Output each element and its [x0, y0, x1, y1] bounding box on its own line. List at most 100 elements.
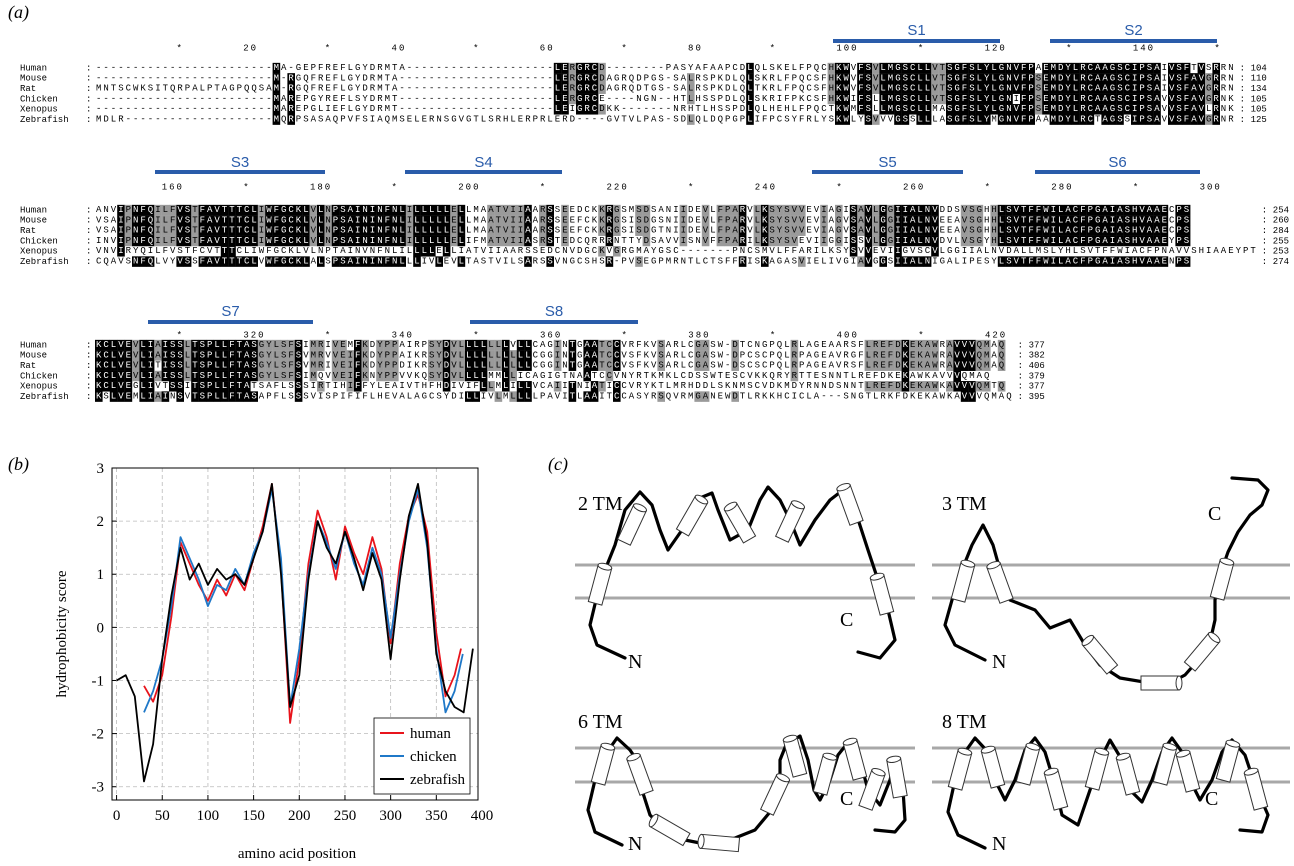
conservation-shade — [132, 256, 140, 267]
residue: L — [481, 340, 486, 350]
conservation-shade — [502, 235, 510, 247]
conservation-shade — [701, 350, 710, 361]
residue: V — [806, 236, 812, 246]
residue: S — [177, 351, 182, 361]
conservation-shade — [997, 225, 1006, 236]
residue: A — [348, 226, 354, 236]
conservation-shade — [864, 225, 873, 236]
conservation-shade — [590, 339, 599, 351]
residue: Y — [436, 361, 442, 371]
conservation-shade — [968, 93, 976, 105]
residue: N — [925, 236, 930, 246]
conservation-shade — [102, 370, 110, 382]
residue: - — [96, 105, 101, 115]
residue: I — [348, 382, 353, 392]
conservation-shade — [886, 83, 895, 94]
segment-label: S3 — [231, 154, 249, 171]
residue: T — [466, 257, 472, 267]
conservation-shade — [198, 360, 207, 371]
conservation-shade — [546, 204, 554, 216]
residue: - — [429, 94, 434, 104]
segment-label: S7 — [221, 303, 239, 320]
residue: - — [103, 74, 108, 84]
conservation-shade — [953, 93, 961, 105]
residue: P — [1028, 74, 1033, 84]
residue: V — [177, 257, 183, 267]
conservation-shade — [1049, 73, 1058, 84]
conservation-shade — [317, 204, 325, 216]
residue: F — [318, 63, 323, 73]
conservation-shade — [117, 370, 125, 382]
conservation-shade — [960, 204, 969, 216]
residue: V — [792, 226, 798, 236]
conservation-shade — [605, 370, 614, 382]
residue: Y — [792, 115, 798, 125]
residue: P — [1139, 63, 1144, 73]
conservation-shade — [428, 246, 436, 257]
conservation-shade — [790, 235, 799, 247]
residue: G — [762, 340, 767, 350]
residue: T — [163, 84, 169, 94]
conservation-shade — [1079, 93, 1087, 105]
conservation-shade — [413, 215, 421, 226]
residue: - — [422, 105, 427, 115]
residue: A — [1043, 115, 1049, 125]
helix — [1043, 767, 1069, 811]
residue: A — [1147, 226, 1153, 236]
conservation-shade — [487, 235, 495, 247]
residue: T — [799, 371, 805, 381]
residue: I — [333, 382, 338, 392]
residue: K — [1228, 94, 1234, 104]
residue: E — [695, 226, 700, 236]
residue: - — [251, 94, 256, 104]
conservation-shade — [1190, 93, 1198, 105]
residue: - — [229, 105, 234, 115]
residue: A — [348, 257, 354, 267]
residue: H — [984, 216, 989, 226]
conservation-shade — [1182, 235, 1191, 247]
residue: D — [1058, 74, 1063, 84]
residue: E — [599, 94, 604, 104]
residue: - — [192, 105, 197, 115]
residue: L — [311, 247, 316, 257]
residue: M — [636, 247, 641, 257]
conservation-shade — [139, 391, 147, 402]
residue: N — [851, 392, 856, 402]
residue: I — [251, 247, 256, 257]
residue: T — [333, 247, 339, 257]
residue: F — [385, 257, 390, 267]
conservation-shade — [1094, 225, 1102, 236]
residue: P — [1028, 115, 1033, 125]
residue: P — [725, 226, 730, 236]
residue: A — [1095, 94, 1101, 104]
residue: R — [607, 236, 613, 246]
residue: V — [303, 361, 309, 371]
residue: H — [1132, 226, 1137, 236]
residue: L — [1058, 257, 1063, 267]
residue: - — [126, 115, 131, 125]
residue: K — [829, 247, 835, 257]
conservation-shade — [191, 225, 199, 236]
residue: S — [814, 94, 819, 104]
residue: L — [917, 216, 922, 226]
residue: L — [185, 351, 190, 361]
residue: S — [947, 115, 952, 125]
residue: N — [562, 247, 567, 257]
conservation-shade — [146, 235, 155, 247]
conservation-shade — [243, 339, 251, 351]
residue: F — [229, 351, 234, 361]
residue: P — [740, 115, 745, 125]
residue: - — [244, 63, 249, 73]
conservation-shade — [346, 256, 355, 267]
residue: S — [200, 382, 205, 392]
residue: - — [533, 94, 538, 104]
conservation-shade — [849, 246, 858, 257]
residue: - — [607, 94, 612, 104]
residue: V — [873, 63, 879, 73]
residue: - — [259, 94, 264, 104]
conservation-shade — [1034, 256, 1043, 267]
residue: L — [762, 105, 767, 115]
residue: T — [192, 382, 198, 392]
residue: L — [399, 236, 404, 246]
residue: K — [96, 382, 102, 392]
